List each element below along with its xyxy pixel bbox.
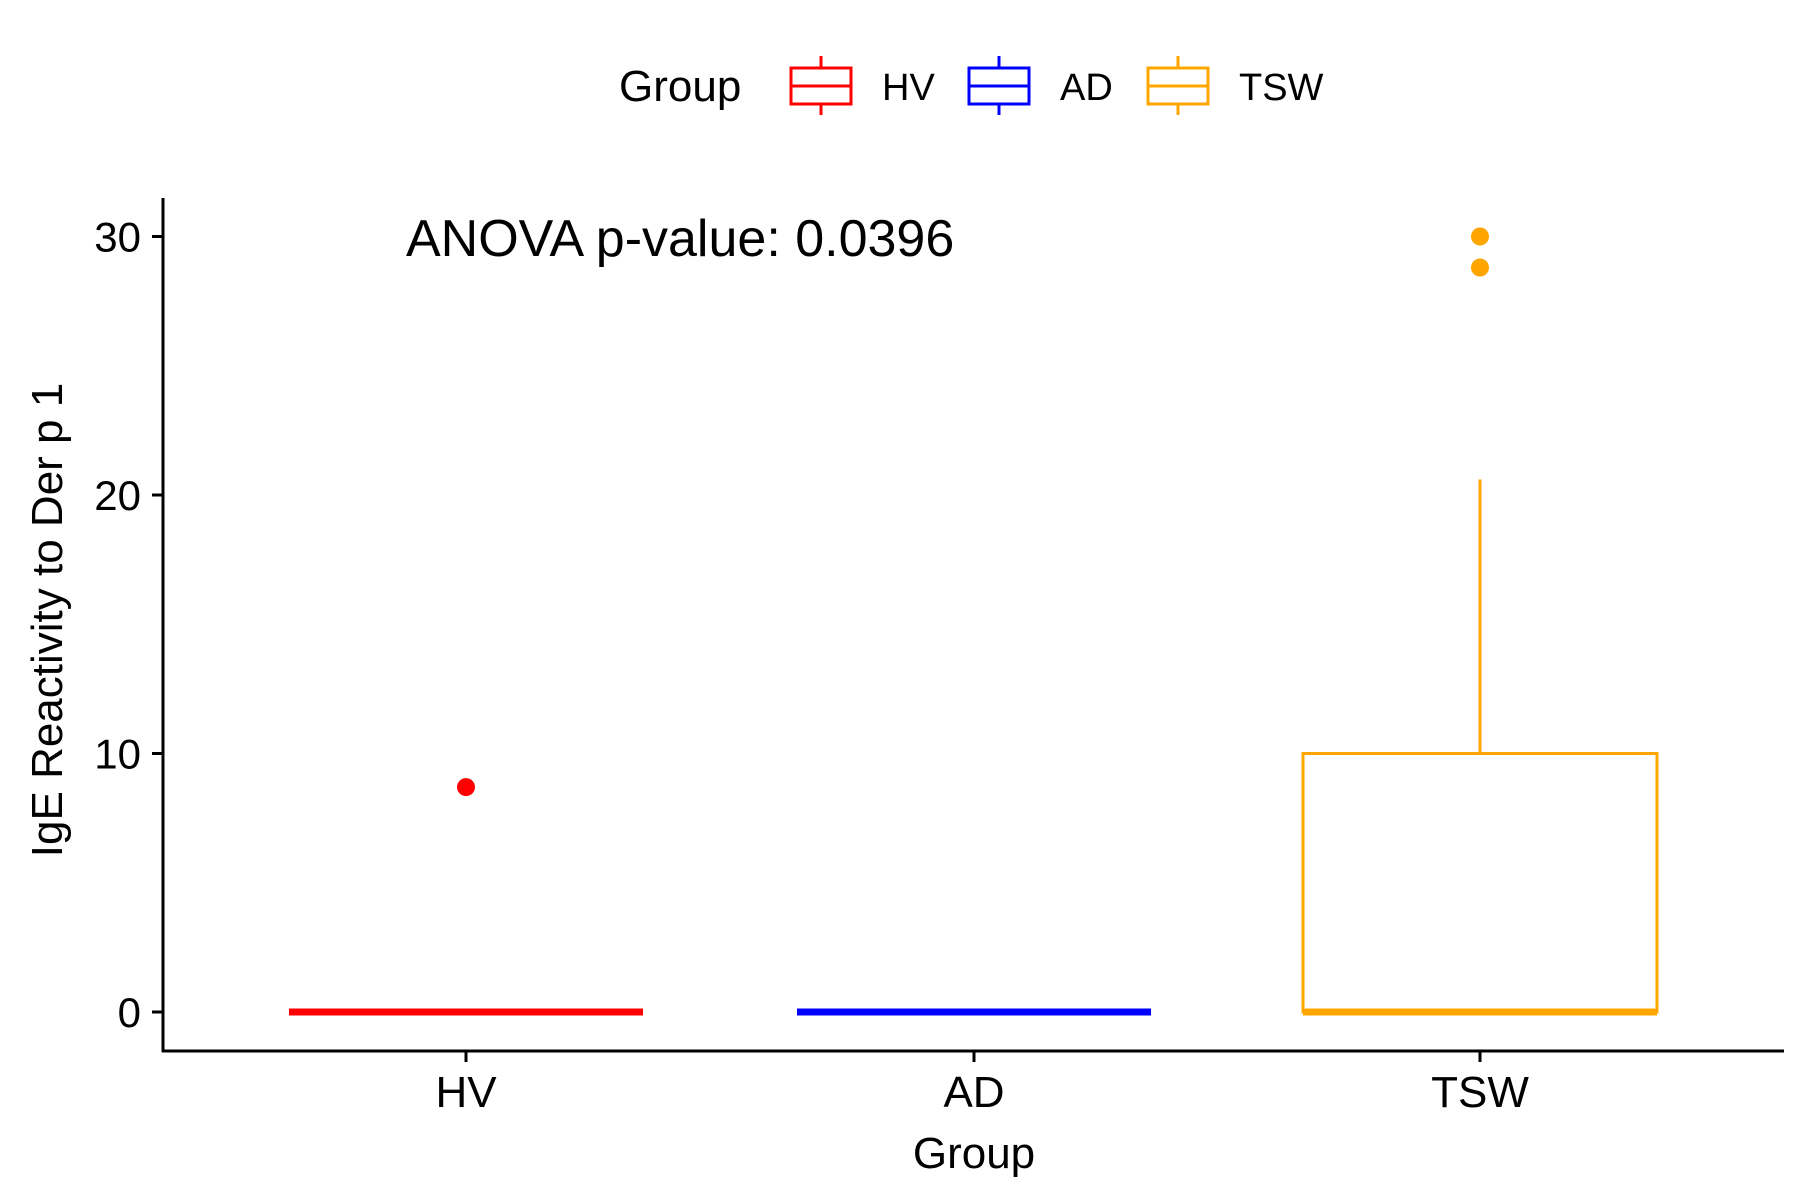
legend-label: HV	[882, 67, 935, 109]
y-tick-label: 0	[118, 989, 141, 1036]
legend-entry-tsw: TSW	[1146, 56, 1324, 115]
box-iqr	[1301, 752, 1659, 1014]
legend-key	[967, 56, 1031, 115]
legend-key	[1146, 56, 1210, 115]
legend-entries: HV AD TSW	[789, 56, 1324, 115]
legend-label: TSW	[1239, 67, 1324, 109]
outlier-point	[457, 778, 475, 797]
x-axis-title: Group	[913, 1129, 1035, 1178]
y-tick-label: 20	[94, 472, 141, 519]
box-tsw	[1301, 227, 1659, 1016]
y-tick-label: 30	[94, 214, 141, 261]
x-tick-label: HV	[435, 1068, 497, 1117]
box-hv	[289, 778, 643, 1016]
x-tick-label: TSW	[1431, 1068, 1529, 1117]
x-tick-label: AD	[943, 1068, 1004, 1117]
outlier-point	[1471, 258, 1489, 277]
x-ticks: HV AD TSW	[435, 1051, 1529, 1117]
legend-title: Group	[619, 62, 741, 111]
outlier-point	[1471, 227, 1489, 246]
y-axis-title: IgE Reactivity to Der p 1	[23, 383, 72, 857]
y-ticks: 0 10 20 30	[94, 214, 163, 1036]
legend-key	[789, 56, 853, 115]
anova-annotation: ANOVA p-value: 0.0396	[406, 210, 954, 268]
legend-entry-hv: HV	[789, 56, 935, 115]
boxes	[289, 227, 1659, 1016]
y-tick-label: 10	[94, 731, 141, 778]
legend: Group HV AD TSW	[619, 56, 1324, 115]
legend-entry-ad: AD	[967, 56, 1113, 115]
legend-label: AD	[1060, 67, 1113, 109]
